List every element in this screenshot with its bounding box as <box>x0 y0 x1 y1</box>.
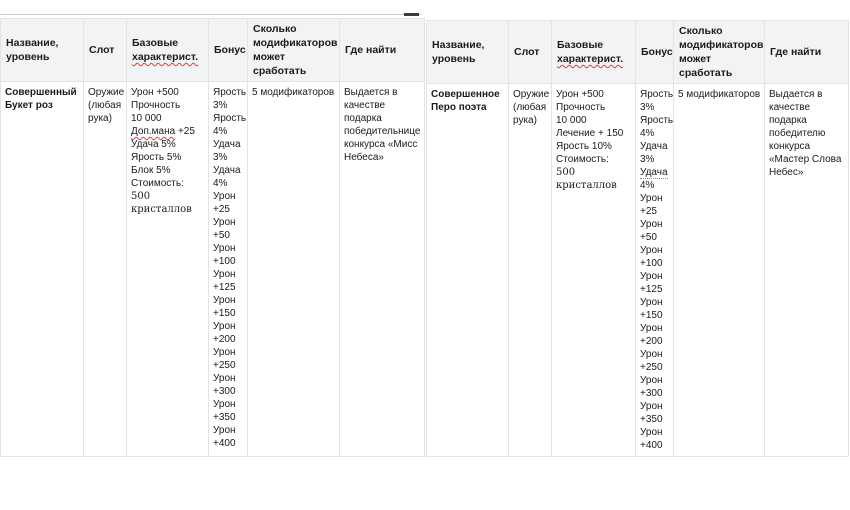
stat-line: Прочность 10 000 <box>556 102 606 126</box>
stat-line: Удача 4% <box>213 165 241 189</box>
stat-line: Удача 4% <box>640 167 668 191</box>
stat-line: Урон +50 <box>640 219 663 243</box>
stat-line: Урон +125 <box>640 271 663 295</box>
stat-line: Удача 3% <box>640 141 668 165</box>
column-header-modifier-count: Сколько модификаторов может сработать <box>673 20 765 84</box>
stat-line: Прочность 10 000 <box>131 100 181 124</box>
item-name-cell: Совершенное Перо поэта <box>426 83 509 457</box>
item-name-cell: Совершенный Букет роз <box>0 81 84 457</box>
header-row: Название, уровень Слот Базовые характери… <box>426 20 849 84</box>
stat-line: Урон +25 <box>640 193 663 217</box>
item-row: Совершенный Букет роз Оружие (любая рука… <box>0 81 425 457</box>
stat-line: Урон +125 <box>213 269 236 293</box>
column-header-slot: Слот <box>508 20 552 84</box>
stat-line: Лечение + 150 <box>556 128 624 139</box>
dotted-underline-term: Удача <box>640 167 668 179</box>
item-bonus-cell: Ярость 3% Ярость 4% Удача 3% Удача 4% Урон +… <box>635 83 674 457</box>
stat-line: Урон +350 <box>213 399 236 423</box>
stat-line: Ярость 4% <box>640 115 674 139</box>
stat-line: Стоимость: <box>556 154 609 165</box>
stat-line: Ярость 10% <box>556 141 612 152</box>
column-header-name: Название, уровень <box>0 18 84 82</box>
header-row: Название, уровень Слот Базовые характери… <box>0 18 425 82</box>
spellcheck-underline: характерист. <box>557 53 624 65</box>
stat-line: Урон +500 <box>556 89 604 100</box>
stat-line: Урон +500 <box>131 87 179 98</box>
stat-line: Урон +250 <box>640 349 663 373</box>
column-header-where-to-find: Где найти <box>339 18 425 82</box>
item-bonus-cell: Ярость 3% Ярость 4% Удача 3% Удача 4% Урон +… <box>208 81 248 457</box>
column-header-slot: Слот <box>83 18 127 82</box>
item-where-to-find-cell: Выдается в качестве подарка победителю к… <box>764 83 849 457</box>
item-slot-cell: Оружие (любая рука) <box>508 83 552 457</box>
stat-line: Урон +25 <box>213 191 236 215</box>
stat-line: Ярость 5% <box>131 152 182 163</box>
styled-text: 500 кристаллов <box>556 167 617 191</box>
stat-line: Урон +200 <box>213 321 236 345</box>
stat-line: Урон +350 <box>640 401 663 425</box>
stat-line: Урон +100 <box>213 243 236 267</box>
column-header-bonus: Бонус <box>635 20 674 84</box>
stat-line: Доп.мана +25 <box>131 126 195 137</box>
column-header-bonus: Бонус <box>208 18 248 82</box>
stat-line: Урон +300 <box>640 375 663 399</box>
stat-line: Блок 5% <box>131 165 171 176</box>
stat-line: Удача 3% <box>213 139 241 163</box>
stat-line: Стоимость: <box>131 178 184 189</box>
stat-line: Урон +150 <box>640 297 663 321</box>
column-header-name: Название, уровень <box>426 20 509 84</box>
item-base-stats-cell: Урон +500 Прочность 10 000 Лечение + 150 Яр… <box>551 83 636 457</box>
stat-line: Урон +150 <box>213 295 236 319</box>
window-divider-handle <box>404 13 419 16</box>
stat-line: Урон +50 <box>213 217 236 241</box>
spellcheck-underline: характерист. <box>132 51 199 63</box>
stat-line: Урон +100 <box>640 245 663 269</box>
item-where-to-find-cell: Выдается в качестве подарка победительни… <box>339 81 425 457</box>
stat-line: Урон +200 <box>640 323 663 347</box>
item-slot-cell: Оружие (любая рука) <box>83 81 127 457</box>
column-header-where-to-find: Где найти <box>764 20 849 84</box>
stat-line: 500 кристаллов <box>556 166 631 192</box>
stat-line: Урон +250 <box>213 347 236 371</box>
stat-line: Ярость 3% <box>640 89 674 113</box>
window-divider-line <box>0 14 421 15</box>
item-row: Совершенное Перо поэта Оружие (любая рук… <box>426 83 849 457</box>
item-table-quill: Название, уровень Слот Базовые характери… <box>426 20 849 457</box>
item-table-bouquet: Название, уровень Слот Базовые характери… <box>0 18 425 457</box>
column-header-base-stats: Базовые характерист. <box>551 20 636 84</box>
stat-line: Урон +400 <box>213 425 236 449</box>
item-base-stats-cell: Урон +500 Прочность 10 000 Доп.мана +25 Уда… <box>126 81 209 457</box>
column-header-modifier-count: Сколько модификаторов может сработать <box>247 18 340 82</box>
item-modifier-count-cell: 5 модификаторов <box>247 81 340 457</box>
stat-line: Урон +400 <box>640 427 663 451</box>
stat-line: Удача 5% <box>131 139 176 150</box>
stat-line: 500 кристаллов <box>131 190 204 216</box>
column-header-base-stats: Базовые характерист. <box>126 18 209 82</box>
stat-line: Урон +300 <box>213 373 236 397</box>
spellcheck-underline: Доп.мана <box>131 126 176 137</box>
item-modifier-count-cell: 5 модификаторов <box>673 83 765 457</box>
styled-text: 500 кристаллов <box>131 191 192 215</box>
stat-line: Ярость 3% <box>213 87 247 111</box>
stat-line: Ярость 4% <box>213 113 247 137</box>
